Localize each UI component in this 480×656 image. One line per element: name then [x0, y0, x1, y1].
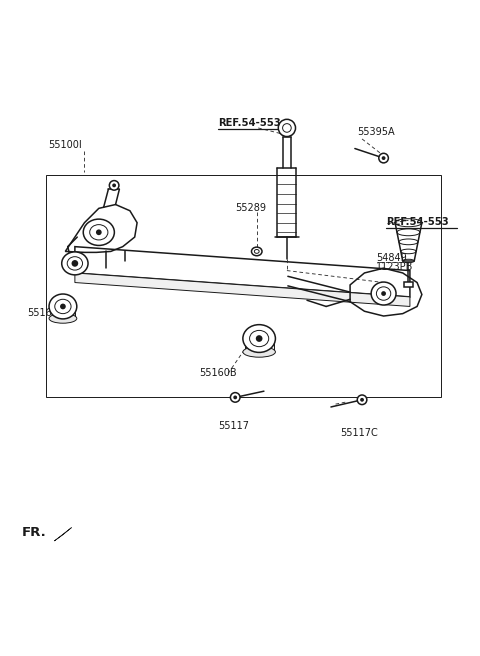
- Circle shape: [360, 398, 364, 401]
- Ellipse shape: [49, 314, 77, 323]
- Circle shape: [72, 260, 78, 267]
- Circle shape: [112, 184, 116, 188]
- Text: 55289: 55289: [235, 203, 266, 213]
- Ellipse shape: [62, 252, 88, 275]
- Text: 55160B: 55160B: [27, 308, 65, 318]
- Ellipse shape: [49, 294, 77, 319]
- Text: FR.: FR.: [22, 526, 47, 539]
- Circle shape: [96, 230, 102, 235]
- Polygon shape: [52, 306, 75, 318]
- Polygon shape: [75, 273, 410, 306]
- Text: 54849: 54849: [376, 253, 407, 264]
- Text: 55160B: 55160B: [199, 368, 237, 379]
- Polygon shape: [404, 281, 413, 287]
- Text: 55117: 55117: [218, 421, 250, 431]
- Circle shape: [60, 304, 66, 310]
- Ellipse shape: [83, 219, 114, 245]
- Text: 55395A: 55395A: [357, 127, 395, 136]
- Text: REF.54-553: REF.54-553: [386, 218, 449, 228]
- Circle shape: [233, 396, 237, 400]
- Ellipse shape: [243, 346, 276, 358]
- Ellipse shape: [371, 282, 396, 305]
- Circle shape: [109, 180, 119, 190]
- Text: 1123PB: 1123PB: [376, 262, 414, 272]
- Circle shape: [230, 392, 240, 402]
- Circle shape: [381, 291, 386, 296]
- Text: 55117C: 55117C: [340, 428, 378, 438]
- Circle shape: [278, 119, 296, 136]
- Circle shape: [382, 156, 385, 160]
- Polygon shape: [245, 338, 275, 352]
- Ellipse shape: [252, 247, 262, 256]
- Text: 55100I: 55100I: [48, 140, 82, 150]
- Ellipse shape: [243, 325, 276, 352]
- Circle shape: [379, 154, 388, 163]
- Polygon shape: [54, 527, 72, 541]
- Circle shape: [357, 395, 367, 405]
- Circle shape: [256, 335, 263, 342]
- Text: REF.54-553: REF.54-553: [218, 118, 281, 128]
